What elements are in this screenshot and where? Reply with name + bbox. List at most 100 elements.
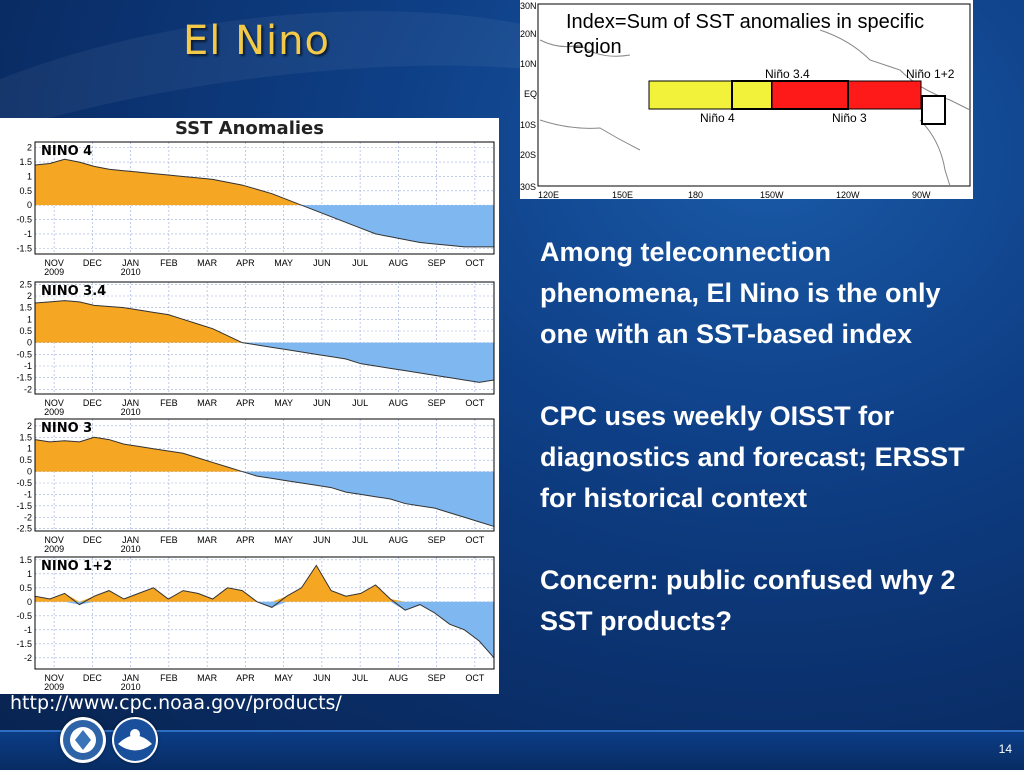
y-tick-label: 1 xyxy=(27,444,32,454)
lon-150e: 150E xyxy=(612,190,633,199)
commerce-seal-icon xyxy=(60,717,106,763)
map-svg: Niño 3.4 Niño 1+2 Niño 4 Niño 3 30N 20N … xyxy=(520,1,971,200)
y-tick-label: -1.5 xyxy=(16,373,32,383)
month-label: OCT xyxy=(465,673,485,683)
lat-30n: 30N xyxy=(520,1,537,11)
slide-title: El Nino xyxy=(183,18,330,64)
noaa-logo-icon xyxy=(112,717,158,763)
month-label: DEC xyxy=(83,673,103,683)
month-label: DEC xyxy=(83,258,103,268)
month-label: FEB xyxy=(160,673,178,683)
month-label: DEC xyxy=(83,535,103,545)
panel-label: NINO 1+2 xyxy=(41,559,112,574)
y-tick-label: -0.5 xyxy=(16,215,32,225)
month-label: MAR xyxy=(197,398,218,408)
month-label: MAY xyxy=(274,673,293,683)
month-label: AUG xyxy=(389,673,409,683)
source-url[interactable]: http://www.cpc.noaa.gov/products/ xyxy=(10,692,342,714)
month-label: AUG xyxy=(389,398,409,408)
slide-number: 14 xyxy=(998,742,1012,756)
month-label: JUN xyxy=(313,535,331,545)
anomaly-panel: 2.5 2 1.5 1 0.5 0 -0.5 -1 -1.5 -2 NOV DEC JAN FEB MAR A… xyxy=(0,276,499,416)
lat-eq: EQ xyxy=(524,89,537,99)
y-tick-label: -1 xyxy=(24,229,32,239)
month-label: DEC xyxy=(83,398,103,408)
map-caption: Index=Sum of SST anomalies in specific r… xyxy=(566,11,925,58)
month-label: JUL xyxy=(352,535,368,545)
panel-label: NINO 4 xyxy=(41,144,92,159)
panel-label: NINO 3 xyxy=(41,421,92,436)
month-label: NOV xyxy=(44,398,64,408)
nino34-region-right xyxy=(771,80,849,110)
month-label: OCT xyxy=(465,535,485,545)
y-tick-label: -2 xyxy=(24,512,32,522)
anomaly-panel-svg: 1.5 1 0.5 0 -0.5 -1 -1.5 -2 NOV DEC JAN FEB MAR APR MA… xyxy=(16,555,495,691)
month-label: JUL xyxy=(352,258,368,268)
month-label: JAN xyxy=(122,673,139,683)
y-tick-label: 2 xyxy=(27,421,32,431)
anomaly-panel: 2 1.5 1 0.5 0 -0.5 -1 -1.5 -2 -2.5 NOV DEC JAN FEB MAR… xyxy=(0,413,499,553)
label-nino12: Niño 1+2 xyxy=(906,67,955,81)
month-label: APR xyxy=(236,398,255,408)
footer-bar xyxy=(0,730,1024,770)
negative-anomaly-area xyxy=(35,342,494,383)
anomaly-line xyxy=(34,300,495,383)
month-label: OCT xyxy=(465,258,485,268)
label-nino4: Niño 4 xyxy=(700,111,735,125)
negative-anomaly-area xyxy=(35,205,494,247)
figure-title: SST Anomalies xyxy=(175,118,324,139)
month-label: APR xyxy=(236,673,255,683)
month-label: JUL xyxy=(352,673,368,683)
month-label: NOV xyxy=(44,673,64,683)
month-label: FEB xyxy=(160,398,178,408)
panel-frame xyxy=(34,556,495,670)
y-tick-label: 2.5 xyxy=(19,279,32,289)
anomaly-line xyxy=(34,564,495,659)
y-tick-label: 1.5 xyxy=(19,157,32,167)
month-label: JAN xyxy=(122,535,139,545)
anomaly-panel-svg: 2 1.5 1 0.5 0 -0.5 -1 -1.5 NOV DEC JAN FEB MAR APR MAY… xyxy=(16,141,495,276)
month-label: NOV xyxy=(44,535,64,545)
month-label: SEP xyxy=(428,398,446,408)
sst-anomalies-figure: SST Anomalies 2 1.5 1 0.5 0 -0.5 -1 -1.5 NOV DEC J… xyxy=(0,118,499,694)
body-paragraph-2: CPC uses weekly OISST for diagnostics an… xyxy=(540,401,965,513)
body-paragraph-1: Among teleconnection phenomena, El Nino … xyxy=(540,237,941,349)
positive-anomaly-area xyxy=(35,565,494,602)
y-tick-label: -1 xyxy=(24,489,32,499)
label-nino3: Niño 3 xyxy=(832,111,867,125)
y-tick-label: 0 xyxy=(27,467,32,477)
y-tick-label: 0 xyxy=(27,200,32,210)
y-tick-label: 0 xyxy=(27,597,32,607)
panel-frame xyxy=(34,418,495,532)
month-label: FEB xyxy=(160,535,178,545)
y-tick-label: 1.5 xyxy=(19,432,32,442)
y-tick-label: 0.5 xyxy=(19,455,32,465)
month-label: MAY xyxy=(274,398,293,408)
anomaly-panel-svg: 2.5 2 1.51 0.5 0-0.5 -1 -1.5-2 NOV DEC JAN FEB MAR A… xyxy=(16,279,495,416)
year-label: 2010 xyxy=(121,544,141,553)
negative-anomaly-area xyxy=(35,601,494,658)
lat-20n: 20N xyxy=(520,29,537,39)
lat-20s: 20S xyxy=(520,150,536,160)
anomaly-panel: 2 1.5 1 0.5 0 -0.5 -1 -1.5 NOV DEC JAN FEB MAR APR MAY… xyxy=(0,136,499,276)
lon-150w: 150W xyxy=(760,190,784,199)
panel-frame xyxy=(34,141,495,255)
month-label: AUG xyxy=(389,258,409,268)
positive-anomaly-area xyxy=(35,437,494,472)
year-label: 2010 xyxy=(121,682,141,691)
month-label: MAY xyxy=(274,258,293,268)
month-label: MAR xyxy=(197,535,218,545)
anomaly-line xyxy=(34,436,495,527)
month-label: SEP xyxy=(428,673,446,683)
y-tick-label: 0.5 xyxy=(19,186,32,196)
month-label: FEB xyxy=(160,258,178,268)
lon-120w: 120W xyxy=(836,190,860,199)
y-tick-label: -1 xyxy=(24,625,32,635)
nino-region-map: Niño 3.4 Niño 1+2 Niño 4 Niño 3 30N 20N … xyxy=(520,0,973,200)
nino3-region xyxy=(847,80,922,110)
month-label: MAR xyxy=(197,673,218,683)
month-label: OCT xyxy=(465,398,485,408)
y-tick-label: 1 xyxy=(27,171,32,181)
month-label: SEP xyxy=(428,258,446,268)
body-paragraph-3: Concern: public confused why 2 SST produ… xyxy=(540,565,956,636)
